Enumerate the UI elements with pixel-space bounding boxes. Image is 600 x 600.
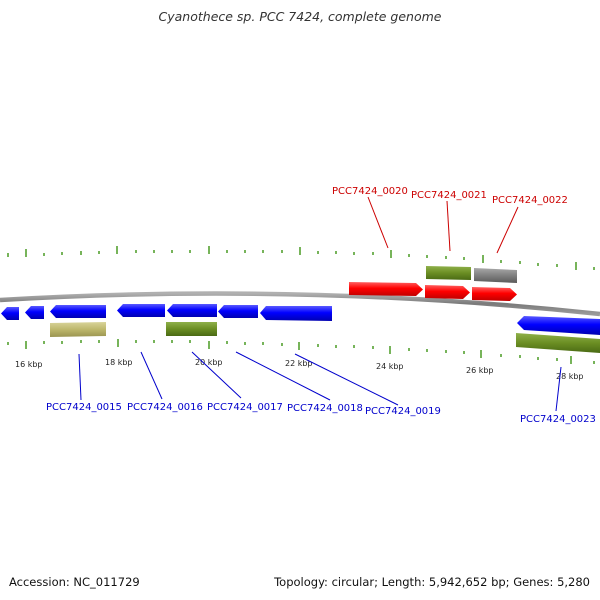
leader-lines xyxy=(78,196,562,412)
forward-features xyxy=(349,266,517,301)
map-title: Cyanothece sp. PCC 7424, complete genome xyxy=(158,9,442,24)
reverse-features xyxy=(1,304,600,353)
cds-arrow-reverse-a[interactable] xyxy=(1,307,19,320)
genome-backbone xyxy=(0,291,600,317)
gene-label-pcc7424-0023[interactable]: PCC7424_0023 xyxy=(520,414,596,425)
tick-label-24kbp: 24 kbp xyxy=(376,362,404,371)
lower-tick-row xyxy=(7,339,595,364)
gene-label-pcc7424-0020[interactable]: PCC7424_0020 xyxy=(332,186,408,197)
genome-summary-text: Topology: circular; Length: 5,942,652 bp… xyxy=(274,575,590,589)
gene-feature-pcc7424-0015[interactable] xyxy=(50,322,106,337)
cds-arrow-pcc7424-0022[interactable] xyxy=(472,287,517,301)
cds-arrow-pcc7424-0015[interactable] xyxy=(50,305,106,318)
gene-label-pcc7424-0022[interactable]: PCC7424_0022 xyxy=(492,195,568,206)
gene-feature-pcc7424-0021[interactable] xyxy=(426,266,471,280)
cds-arrow-pcc7424-0018[interactable] xyxy=(218,305,258,318)
cds-arrow-pcc7424-0023[interactable] xyxy=(517,316,600,335)
gene-label-pcc7424-0018[interactable]: PCC7424_0018 xyxy=(287,403,363,414)
cds-arrow-reverse-b[interactable] xyxy=(25,306,44,319)
tick-label-22kbp: 22 kbp xyxy=(285,359,313,368)
cds-arrow-pcc7424-0016[interactable] xyxy=(117,304,165,317)
cds-arrow-pcc7424-0021[interactable] xyxy=(425,285,470,299)
gene-feature-pcc7424-0022-gray[interactable] xyxy=(474,268,517,283)
gene-label-pcc7424-0017[interactable]: PCC7424_0017 xyxy=(207,402,283,413)
gene-label-pcc7424-0016[interactable]: PCC7424_0016 xyxy=(127,402,203,413)
upper-tick-row xyxy=(7,246,595,270)
tick-label-20kbp: 20 kbp xyxy=(195,358,223,367)
tick-label-26kbp: 26 kbp xyxy=(466,366,494,375)
accession-text: Accession: NC_011729 xyxy=(9,575,140,589)
gene-feature-pcc7424-0017[interactable] xyxy=(166,322,217,336)
cds-arrow-pcc7424-0019[interactable] xyxy=(260,306,332,321)
gene-label-pcc7424-0019[interactable]: PCC7424_0019 xyxy=(365,406,441,417)
gene-label-pcc7424-0015[interactable]: PCC7424_0015 xyxy=(46,402,122,413)
cds-arrow-pcc7424-0017[interactable] xyxy=(167,304,217,317)
tick-label-18kbp: 18 kbp xyxy=(105,358,133,367)
cds-arrow-pcc7424-0020[interactable] xyxy=(349,282,423,296)
tick-label-28kbp: 28 kbp xyxy=(556,372,584,381)
tick-label-16kbp: 16 kbp xyxy=(15,360,43,369)
gene-label-pcc7424-0021[interactable]: PCC7424_0021 xyxy=(411,190,487,201)
gene-feature-pcc7424-0023[interactable] xyxy=(516,333,600,353)
